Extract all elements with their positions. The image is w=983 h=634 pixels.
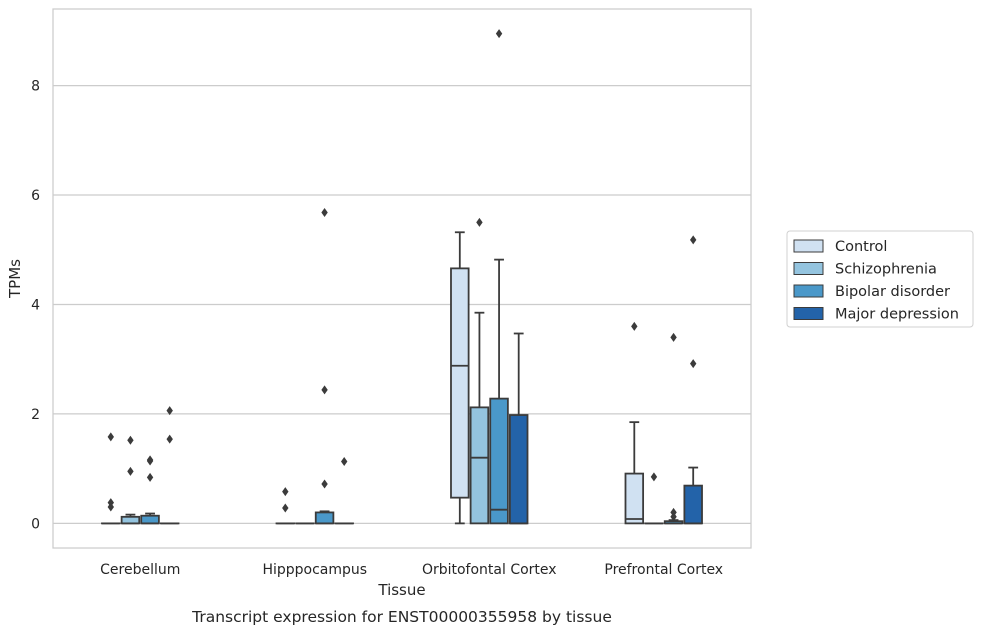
box-iqr (314, 511, 335, 525)
legend-label: Bipolar disorder (835, 284, 950, 300)
box-iqr (450, 267, 470, 499)
box-0-1 (120, 435, 141, 525)
x-tick-label: Prefrontal Cortex (604, 562, 723, 578)
outlier-point (340, 457, 348, 467)
x-tick-label: Hipppocampus (262, 562, 367, 578)
outlier-point (321, 208, 328, 218)
plot-frame (52, 8, 752, 549)
box-2-2 (489, 29, 509, 525)
outlier-point (166, 434, 173, 444)
x-tick-label: Orbitofontal Cortex (422, 562, 557, 578)
y-tick-label: 6 (31, 188, 40, 204)
outlier-point (127, 435, 134, 445)
outlier-point (282, 503, 289, 513)
gridlines (53, 84, 751, 525)
legend-swatch (793, 239, 824, 253)
box-iqr (489, 397, 509, 525)
box-2-0 (450, 231, 470, 525)
box-1-2 (314, 208, 335, 525)
box-groups (101, 29, 703, 525)
legend-swatch (793, 307, 824, 320)
outlier-point (670, 332, 677, 342)
y-axis-title: TPMs (6, 259, 24, 299)
box-iqr (120, 515, 141, 525)
box-1-3 (334, 457, 354, 525)
y-tick-label: 2 (31, 407, 40, 423)
legend-frame (786, 230, 974, 328)
outlier-point (650, 472, 658, 482)
outlier-point (689, 235, 697, 245)
x-axis-title: Tissue (377, 581, 425, 599)
outlier-point (495, 29, 503, 39)
outlier-point (146, 472, 154, 482)
legend-label: Schizophrenia (835, 262, 937, 278)
box-2-3 (508, 332, 529, 525)
x-tick-label: Cerebellum (100, 562, 180, 578)
outlier-point (689, 359, 697, 369)
x-tick-labels: Cerebellum Hipppocampus Orbitofontal Corte… (100, 562, 723, 578)
outlier-point (107, 502, 115, 512)
box-3-1 (644, 472, 664, 525)
box-iqr (469, 406, 490, 525)
box-iqr (624, 472, 645, 525)
box-3-0 (624, 321, 645, 525)
outlier-point (282, 487, 289, 497)
outlier-point (146, 456, 154, 466)
legend-swatch (793, 262, 824, 275)
y-tick-label: 0 (31, 516, 40, 532)
outlier-point (321, 479, 328, 489)
chart-caption: Transcript expression for ENST0000035595… (191, 608, 612, 626)
box-2-1 (469, 217, 490, 525)
outlier-point (670, 512, 677, 522)
legend: Control Schizophrenia Bipolar disorder Majo… (786, 230, 974, 328)
legend-label: Major depression (835, 307, 959, 323)
box-iqr (683, 484, 703, 525)
outlier-point (166, 406, 173, 416)
outlier-point (631, 321, 638, 331)
outlier-point (127, 466, 134, 476)
box-3-3 (683, 235, 703, 525)
outlier-point (107, 432, 115, 442)
y-tick-labels: 0 2 4 6 8 (31, 79, 40, 533)
outlier-point (476, 217, 483, 227)
box-3-2 (663, 332, 684, 525)
box-0-2 (140, 455, 160, 525)
outlier-point (321, 385, 328, 395)
legend-swatch (793, 284, 824, 298)
box-0-3 (159, 406, 180, 525)
y-tick-label: 4 (31, 297, 40, 313)
y-tick-label: 8 (31, 79, 40, 95)
box-iqr (140, 514, 160, 525)
box-0-0 (101, 432, 121, 525)
box-1-0 (275, 487, 296, 525)
legend-label: Control (835, 239, 887, 255)
box-iqr (508, 414, 529, 525)
